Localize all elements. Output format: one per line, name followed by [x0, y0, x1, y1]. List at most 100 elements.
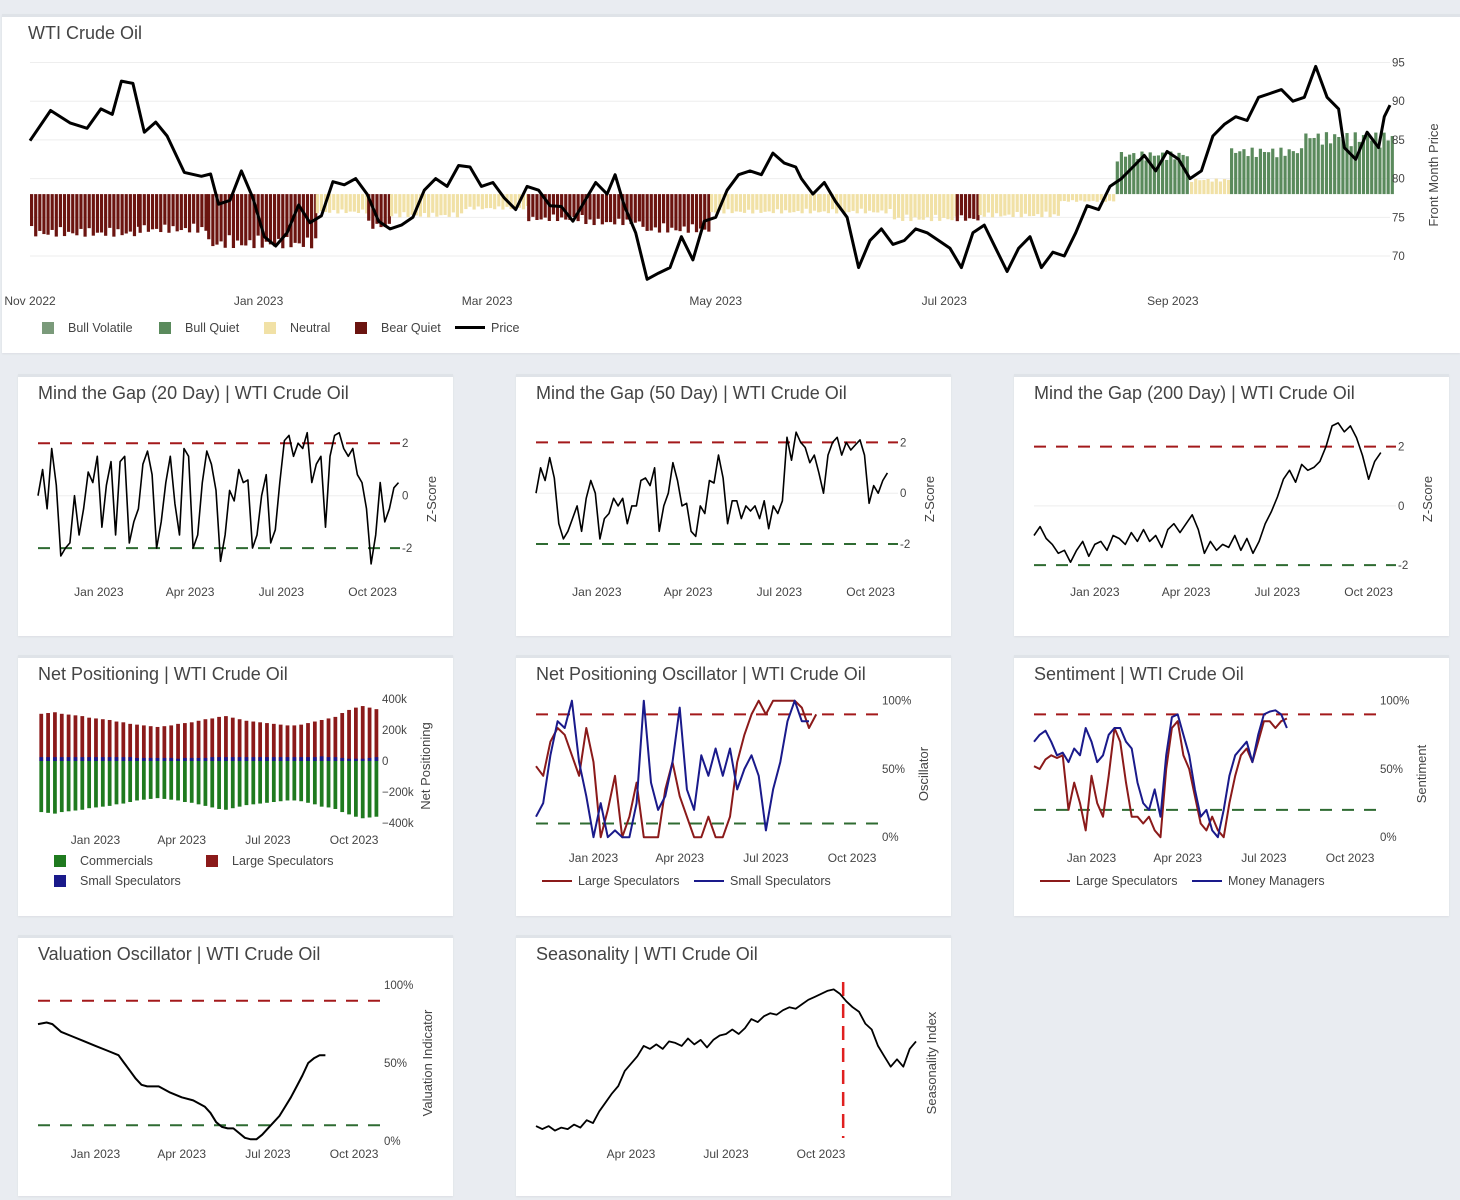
x-tick-label: Jan 2023 [1070, 585, 1120, 599]
legend-item-large-spec[interactable]: Large Speculators [542, 874, 679, 888]
large-spec-line [535, 699, 818, 839]
small-spec-bar [176, 758, 180, 761]
small-spec-bar [271, 757, 276, 761]
regime-bar-bull-quiet [1262, 151, 1267, 195]
regime-bar-bear-quiet [699, 194, 703, 229]
small-spec-bar [340, 757, 345, 761]
commercials-bar [80, 761, 85, 810]
regime-bar-neutral [880, 194, 884, 211]
regime-bar-neutral [1011, 194, 1015, 218]
large-spec-bar [39, 713, 44, 761]
gap200-title: Mind the Gap (200 Day) | WTI Crude Oil [1034, 383, 1355, 403]
regime-bar-bear-quiet [42, 194, 46, 235]
regime-bar-bull-quiet [1152, 155, 1156, 195]
regime-bar-bear-quiet [83, 194, 87, 237]
regime-bar-neutral [1210, 181, 1214, 195]
regime-bar-bull-quiet [1312, 137, 1316, 195]
regime-bar-bear-quiet [314, 194, 318, 239]
large-spec-bar [367, 707, 372, 761]
regime-bar-bull-quiet [1333, 134, 1337, 195]
commercials-bar [141, 761, 146, 800]
regime-bar-bear-quiet [955, 194, 959, 222]
regime-bar-bear-quiet [163, 194, 167, 225]
regime-bar-bear-quiet [183, 194, 188, 229]
regime-bar-neutral [710, 194, 714, 213]
regime-bar-bear-quiet [272, 194, 277, 247]
legend-item-commercials[interactable]: Commercials [54, 854, 153, 868]
regime-bar-neutral [418, 194, 422, 217]
regime-bar-bull-quiet [1361, 135, 1366, 195]
x-tick-label: Jan 2023 [569, 851, 619, 865]
small-spec-bar [354, 758, 358, 761]
regime-bar-bear-quiet [231, 194, 236, 249]
regime-bar-neutral [726, 194, 730, 210]
commercials-bar [73, 761, 78, 811]
legend-item-neutral[interactable]: Neutral [264, 321, 330, 335]
legend-item-large-spec[interactable]: Large Speculators [206, 854, 333, 868]
regime-bar-bear-quiet [625, 194, 629, 220]
legend-label: Small Speculators [730, 874, 831, 888]
legend-item-money-managers[interactable]: Money Managers [1192, 874, 1325, 888]
large-spec-swatch [206, 855, 218, 867]
y-tick-label: −200k [382, 787, 414, 799]
large-spec-bar [121, 722, 126, 761]
commercials-bar [100, 761, 105, 807]
y-axis-label: Valuation Indicator [420, 1009, 435, 1116]
small-spec-bar [135, 757, 139, 761]
large-spec-bar [53, 712, 57, 761]
zscore-line [37, 431, 400, 565]
y-tick-label: 200k [382, 725, 407, 737]
regime-bar-bull-quiet [1144, 160, 1148, 195]
large-spec-bar [135, 724, 139, 761]
regime-bar-neutral [942, 194, 946, 218]
regime-bar-bear-quiet [54, 194, 58, 237]
valuation-card: Valuation Oscillator | WTI Crude Oil Jan… [18, 935, 453, 1196]
regime-bar-bear-quiet [682, 194, 686, 227]
regime-bar-neutral [484, 194, 489, 209]
regime-bar-bear-quiet [535, 194, 539, 220]
x-tick-label: Jan 2023 [1067, 851, 1117, 865]
commercials-bar [326, 761, 331, 808]
large-spec-bar [114, 721, 119, 761]
regime-bar-neutral [360, 194, 365, 210]
commercials-bar [271, 761, 276, 803]
regime-bar-bull-quiet [1267, 152, 1271, 195]
regime-bar-bear-quiet [30, 194, 34, 227]
price-line [28, 64, 1392, 281]
legend-item-large-spec[interactable]: Large Speculators [1040, 874, 1177, 888]
sentiment-card: Sentiment | WTI Crude Oil Jan 2023 Apr 20… [1014, 655, 1449, 916]
regime-bar-neutral [1190, 181, 1194, 195]
regime-bar-bear-quiet [375, 194, 379, 224]
small-spec-bar [210, 757, 215, 761]
legend-item-bull-volatile[interactable]: Bull Volatile [42, 321, 133, 335]
y-tick-label: -2 [1398, 560, 1408, 572]
regime-bar-bull-quiet [1374, 132, 1378, 195]
regime-bar-bear-quiet [674, 194, 678, 231]
large-spec-bar [299, 724, 304, 761]
large-spec-line-swatch [542, 880, 572, 882]
regime-bar-neutral [459, 194, 464, 214]
legend-item-small-spec[interactable]: Small Speculators [694, 874, 831, 888]
y-tick-label: 2 [402, 438, 408, 450]
y-tick-label: 0 [1398, 501, 1404, 513]
small-spec-bar [128, 757, 133, 761]
regime-bar-bear-quiet [167, 194, 171, 233]
small-spec-bar [80, 757, 85, 761]
y-tick-label: 50% [1380, 764, 1403, 776]
regime-bar-bear-quiet [264, 194, 268, 242]
regime-bar-neutral [867, 194, 872, 211]
regime-bar-neutral [1202, 179, 1206, 195]
legend-item-bull-quiet[interactable]: Bull Quiet [159, 321, 239, 335]
regime-bar-bull-quiet [1295, 153, 1300, 195]
x-tick-label: Apr 2023 [1162, 585, 1211, 599]
legend-item-small-spec[interactable]: Small Speculators [54, 874, 181, 888]
regime-bar-neutral [747, 194, 751, 210]
money-managers-line [1033, 709, 1288, 839]
legend-item-bear-quiet[interactable]: Bear Quiet [355, 321, 441, 335]
regime-bar-neutral [995, 194, 999, 214]
legend-item-price[interactable]: Price [455, 321, 519, 335]
y-tick-label: 50% [384, 1058, 407, 1070]
y-tick-label: 100% [882, 696, 911, 708]
regime-bar-neutral [1019, 194, 1023, 218]
x-tick-label: Apr 2023 [655, 851, 704, 865]
